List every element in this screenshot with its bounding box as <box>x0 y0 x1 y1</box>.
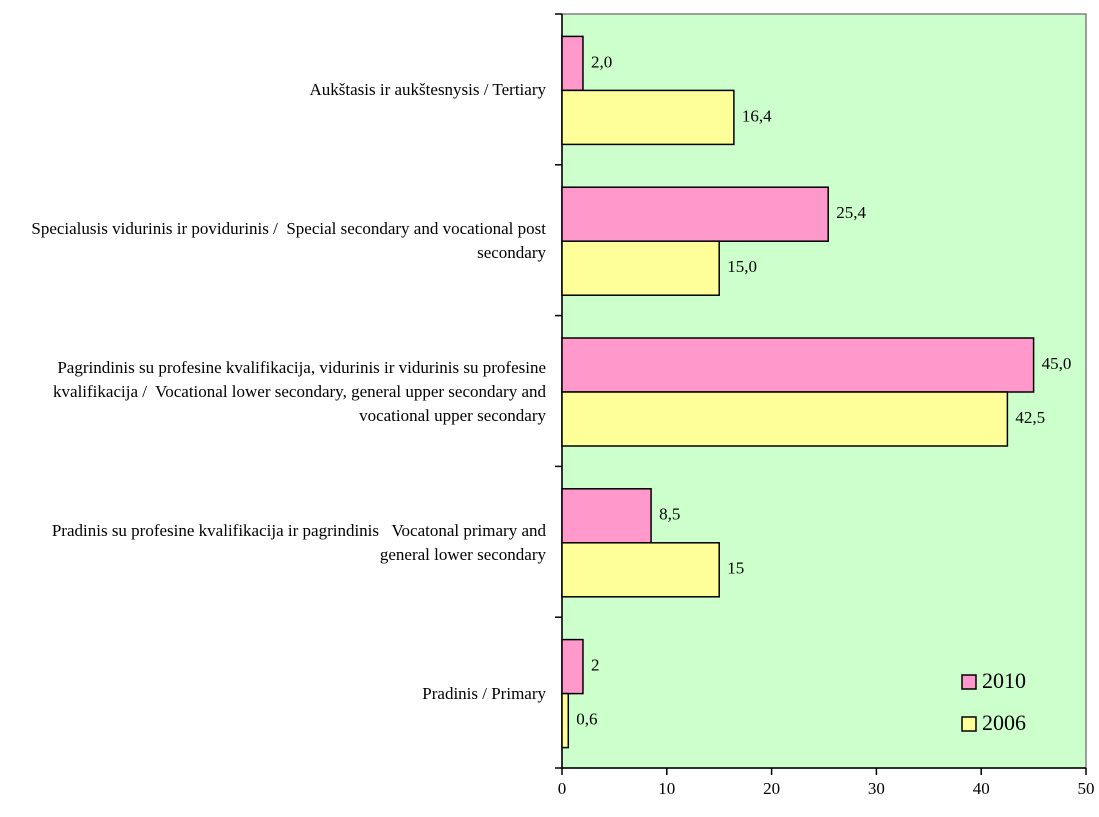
value-label: 8,5 <box>659 505 680 524</box>
category-label: Pradinis su profesine kvalifikacija ir p… <box>51 520 551 564</box>
value-label: 42,5 <box>1015 408 1045 427</box>
x-tick-label: 50 <box>1078 779 1095 798</box>
x-tick-label: 20 <box>763 779 780 798</box>
category-label: Pagrindinis su profesine kvalifikacija, … <box>53 358 551 425</box>
bar <box>561 391 1009 447</box>
bar <box>561 186 829 242</box>
value-label: 2,0 <box>591 52 612 71</box>
value-label: 45,0 <box>1042 354 1072 373</box>
bar <box>561 488 652 544</box>
value-label: 16,4 <box>742 106 772 125</box>
x-tick-label: 40 <box>973 779 990 798</box>
bar <box>561 638 584 695</box>
value-label: 25,4 <box>836 203 866 222</box>
value-label: 0,6 <box>576 710 597 729</box>
legend-swatch <box>961 674 977 690</box>
bar <box>561 89 735 146</box>
x-tick-label: 30 <box>868 779 885 798</box>
x-tick-label: 10 <box>658 779 675 798</box>
value-label: 15 <box>727 559 744 578</box>
category-label: Specialusis vidurinis ir povidurinis / S… <box>31 219 551 263</box>
category-label: Pradinis / Primary <box>422 683 546 703</box>
bar <box>561 692 570 749</box>
bar <box>561 542 720 598</box>
bar <box>561 35 584 92</box>
category-label: Aukštasis ir aukštesnysis / Tertiary <box>309 80 546 100</box>
bar <box>561 240 720 296</box>
legend-label: 2006 <box>982 710 1026 735</box>
legend-label: 2010 <box>982 668 1026 693</box>
value-label: 15,0 <box>727 257 757 276</box>
legend-swatch <box>961 716 977 732</box>
value-label: 2 <box>591 656 600 675</box>
bar <box>561 337 1035 393</box>
x-tick-label: 0 <box>558 779 567 798</box>
